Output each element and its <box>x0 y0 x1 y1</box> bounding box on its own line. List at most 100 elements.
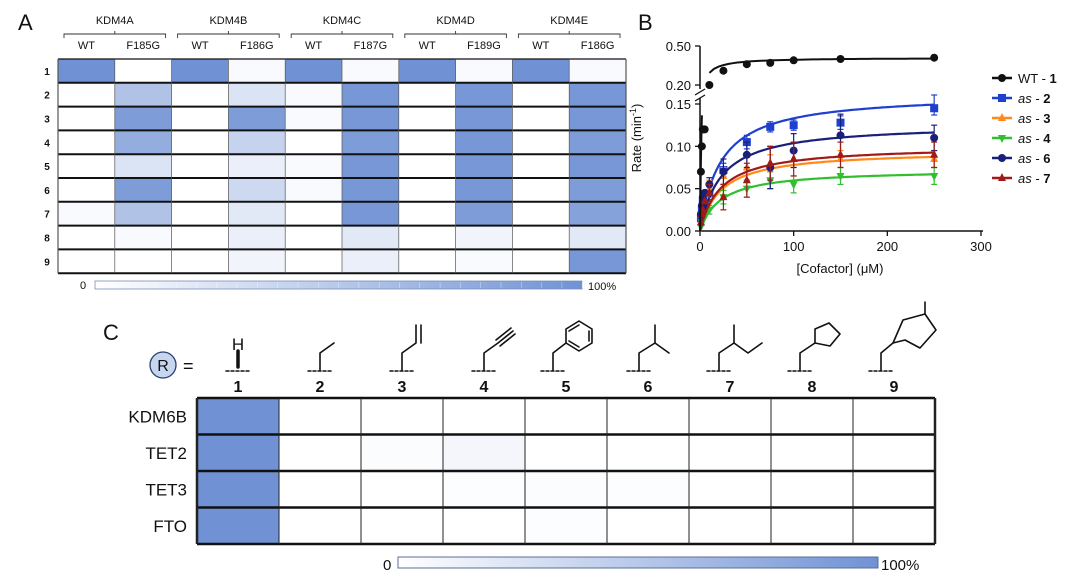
heatmap-a-cell-r3-c2 <box>114 106 172 131</box>
r-group-circle <box>149 351 177 379</box>
legend-2-dash: - <box>1032 91 1044 106</box>
heatmap-c-cell-r1-c2 <box>279 398 361 435</box>
heatmap-c-column-label: 3 <box>398 379 407 396</box>
heatmap-a-row-label: 8 <box>44 234 50 245</box>
series-4-curve <box>698 173 935 232</box>
legend-2-number: 2 <box>1043 91 1050 106</box>
heatmap-a-cell-r2-c1 <box>58 82 115 107</box>
chart-b-axis-break <box>694 88 706 102</box>
series-7-point <box>700 196 709 205</box>
series-1-point <box>697 142 706 151</box>
heatmap-a-cell-r1-c8 <box>455 59 513 83</box>
heatmap-a-group-bracket <box>404 33 507 38</box>
heatmap-a-group-label: KDM4A <box>96 15 135 27</box>
chart-b-series <box>696 53 939 232</box>
series-4-point <box>836 172 845 181</box>
heatmap-a-cell-r9-c1 <box>58 249 115 274</box>
legend-4-name: as <box>1018 131 1032 146</box>
heatmap-a-cell-r6-c2 <box>114 178 172 202</box>
heatmap-c-cell-r2-c7 <box>689 434 771 471</box>
heatmap-a-cell-r9-c2 <box>114 249 172 274</box>
line-chart-panel-b: 0.00 0.05 0.10 0.15 0.20 0.50 0 100 200 300 WT - … <box>628 39 1057 276</box>
structure-8-linker <box>799 342 816 371</box>
scale-a-min-label: 0 <box>80 280 86 292</box>
heatmap-a-cell-r3-c7 <box>398 106 456 131</box>
heatmap-a-cell-r4-c3 <box>171 130 229 155</box>
heatmap-a-cell-r4-c8 <box>455 130 513 155</box>
heatmap-a-cell-r6-c1 <box>58 178 115 202</box>
heatmap-a-cell-r7-c2 <box>114 201 172 226</box>
legend-3-dash: - <box>1032 111 1044 126</box>
heatmap-c-cell-r2-c6 <box>607 434 689 471</box>
legend-2-name: as <box>1018 91 1032 106</box>
chart-b-xlabel: [Cofactor] (μM) <box>797 261 884 276</box>
series-7-point <box>742 175 751 184</box>
heatmap-c-cell-r4-c1 <box>197 507 279 544</box>
heatmap-c-cell-r2-c3 <box>361 434 443 471</box>
heatmap-c-cell-r4-c3 <box>361 507 443 544</box>
heatmap-panel-a: 1 2 3 4 5 6 7 8 9 WT F185G WT F186G WT F187G WT F189G WT F… <box>44 15 627 293</box>
heatmap-a-cell-r7-c1 <box>58 201 115 226</box>
heatmap-a-cell-r9-c8 <box>455 249 513 274</box>
heatmap-c-cell-r2-c2 <box>279 434 361 471</box>
heatmap-c-cell-r4-c2 <box>279 507 361 544</box>
heatmap-c-cell-r4-c8 <box>771 507 853 544</box>
series-1-point <box>930 53 939 62</box>
chart-b-ylabel: Rate (min-1) <box>628 104 644 173</box>
heatmap-a-cell-r1-c6 <box>342 59 399 83</box>
heatmap-a-cell-r3-c6 <box>342 106 399 131</box>
scale-c-min-label: 0 <box>383 557 391 574</box>
heatmap-a-cell-r5-c2 <box>114 154 172 178</box>
heatmap-c-column-label: 4 <box>480 379 489 396</box>
series-6-point <box>742 150 751 159</box>
heatmap-a-column-label: F187G <box>354 40 388 52</box>
heatmap-a-cell-r5-c10 <box>569 154 626 178</box>
heatmap-a-cell-r4-c1 <box>58 130 115 155</box>
heatmap-a-cell-r3-c9 <box>512 106 570 131</box>
heatmap-c-cell-r2-c1 <box>197 434 279 471</box>
scale-bar-c <box>397 556 879 569</box>
heatmap-a-cell-r8-c1 <box>58 225 115 250</box>
structure-9-ring <box>892 313 937 349</box>
heatmap-c-cell-r4-c7 <box>689 507 771 544</box>
series-7-point <box>789 154 798 163</box>
heatmap-c-column-label: 7 <box>726 379 735 396</box>
heatmap-c-cell-r1-c5 <box>525 398 607 435</box>
heatmap-a-cell-r5-c9 <box>512 154 570 178</box>
heatmap-c-row-label: TET3 <box>145 480 187 499</box>
heatmap-a-group-label: KDM4D <box>436 15 475 27</box>
heatmap-a-cell-r5-c3 <box>171 154 229 178</box>
heatmap-c-cell-r1-c8 <box>771 398 853 435</box>
heatmap-a-group-bracket <box>63 33 167 38</box>
legend-1-label: WT - 1 <box>1018 71 1057 86</box>
legend-1-number: 1 <box>1050 71 1057 86</box>
heatmap-c-row-label: KDM6B <box>128 407 187 426</box>
series-2-point <box>930 104 939 113</box>
heatmap-a-group-label: KDM4C <box>323 15 362 27</box>
heatmap-a-column-label: WT <box>305 40 322 52</box>
legend-4-label: as - 4 <box>1018 131 1051 146</box>
heatmap-a-cell-r8-c2 <box>114 225 172 250</box>
legend-6-dash: - <box>1032 151 1044 166</box>
heatmap-a-cell-r5-c6 <box>342 154 399 178</box>
series-2-point <box>766 122 775 131</box>
heatmap-c-cell-r1-c3 <box>361 398 443 435</box>
heatmap-c-cell-r2-c5 <box>525 434 607 471</box>
heatmap-c-cell-r3-c2 <box>279 471 361 508</box>
legend-6-number: 6 <box>1043 151 1050 166</box>
series-1-point <box>766 58 775 67</box>
heatmap-a-cell-r1-c4 <box>228 59 286 83</box>
heatmap-c-column-label: 1 <box>234 379 243 396</box>
heatmap-a-cell-r9-c7 <box>398 249 456 274</box>
heatmap-a-row-label: 5 <box>44 162 50 173</box>
series-1-point <box>742 60 751 69</box>
series-3 <box>696 149 939 232</box>
heatmap-a-column-label: WT <box>78 40 95 52</box>
heatmap-c-cell-r1-c4 <box>443 398 525 435</box>
heatmap-c-cell-r2-c8 <box>771 434 853 471</box>
chart-b-xtick-label: 200 <box>876 239 898 254</box>
legend-3-number: 3 <box>1043 111 1050 126</box>
legend-2-label: as - 2 <box>1018 91 1051 106</box>
heatmap-a-cell-r8-c8 <box>455 225 513 250</box>
